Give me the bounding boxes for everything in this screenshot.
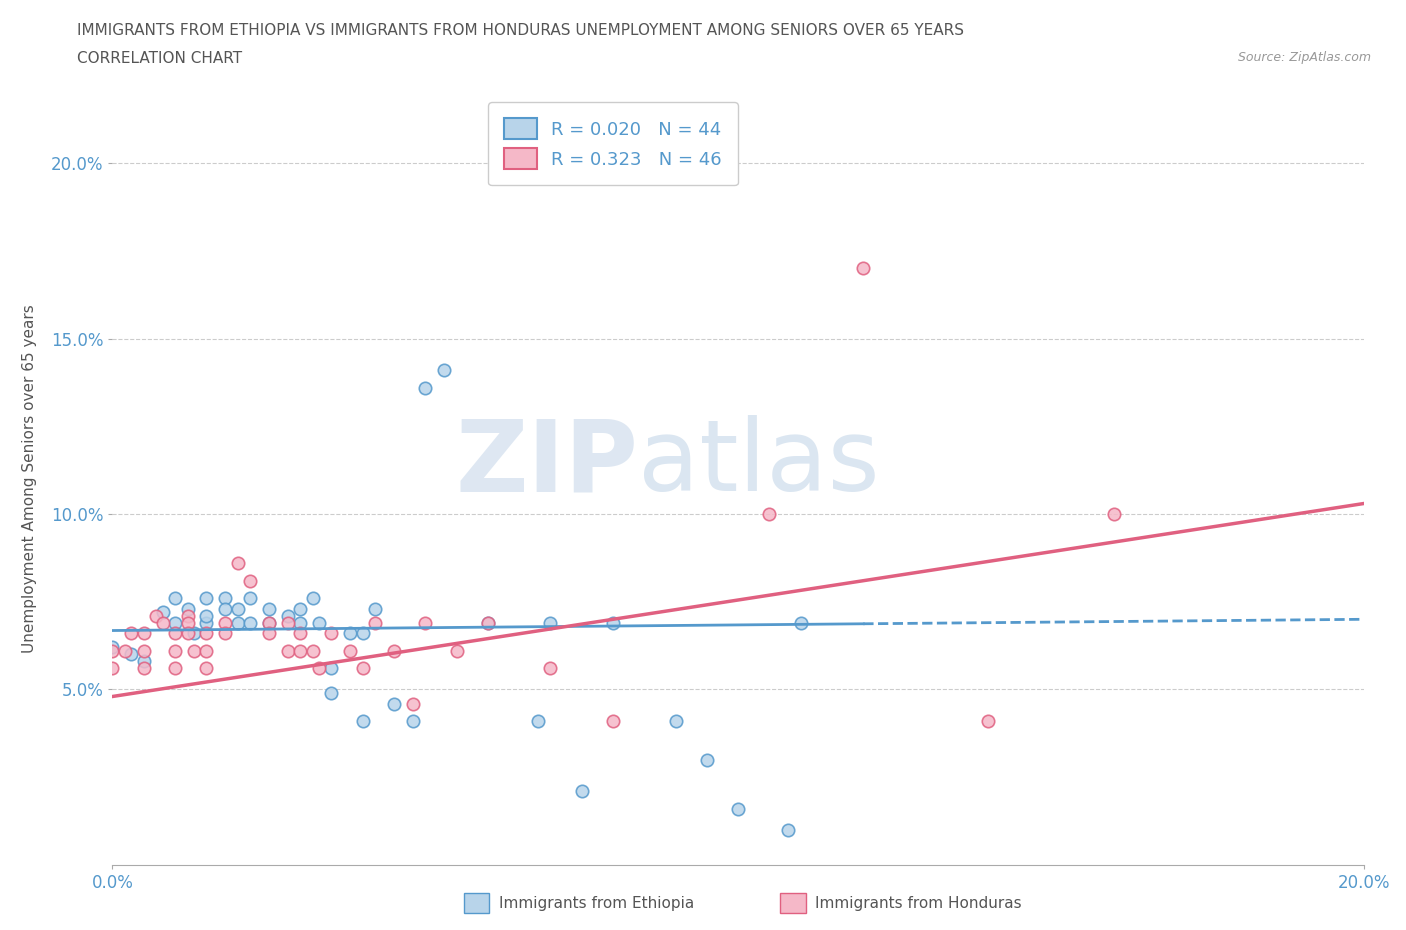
Point (790, 616, 813, 631)
Point (477, 616, 499, 631)
Point (477, 616, 499, 631)
Point (214, 591, 236, 605)
Point (778, 822, 800, 837)
Point (321, 661, 343, 676)
Point (308, 616, 330, 631)
Y-axis label: Unemployment Among Seniors over 65 years: Unemployment Among Seniors over 65 years (22, 305, 37, 654)
Point (540, 661, 562, 676)
Point (195, 644, 218, 658)
Point (120, 647, 142, 662)
Point (364, 616, 387, 631)
Point (415, 380, 437, 395)
Point (290, 616, 312, 631)
Point (226, 556, 249, 571)
Point (214, 616, 236, 631)
Point (352, 661, 374, 676)
Point (257, 616, 280, 631)
Point (352, 626, 374, 641)
Point (664, 713, 686, 728)
Point (382, 696, 405, 711)
Point (101, 661, 124, 676)
Point (163, 616, 186, 631)
Text: ZIP: ZIP (456, 415, 638, 512)
Legend: R = 0.020   N = 44, R = 0.323   N = 46: R = 0.020 N = 44, R = 0.323 N = 46 (488, 102, 738, 185)
Text: Immigrants from Honduras: Immigrants from Honduras (815, 897, 1022, 911)
Point (214, 626, 236, 641)
Text: Source: ZipAtlas.com: Source: ZipAtlas.com (1237, 51, 1371, 64)
Point (727, 802, 749, 817)
Point (163, 661, 186, 676)
Point (1102, 507, 1125, 522)
Point (176, 608, 198, 623)
Text: IMMIGRANTS FROM ETHIOPIA VS IMMIGRANTS FROM HONDURAS UNEMPLOYMENT AMONG SENIORS : IMMIGRANTS FROM ETHIOPIA VS IMMIGRANTS F… (77, 23, 965, 38)
Point (339, 644, 361, 658)
Point (239, 616, 262, 631)
Point (446, 644, 468, 658)
Point (852, 261, 875, 276)
Point (382, 644, 405, 658)
Point (239, 573, 262, 588)
Point (152, 604, 174, 619)
Text: atlas: atlas (638, 415, 880, 512)
Point (195, 626, 218, 641)
Point (214, 602, 236, 617)
Point (195, 608, 218, 623)
Point (540, 616, 562, 631)
Point (277, 616, 299, 631)
Point (101, 640, 124, 655)
Point (308, 661, 330, 676)
Point (301, 644, 323, 658)
Point (114, 644, 136, 658)
Point (152, 616, 174, 631)
Point (145, 608, 167, 623)
Point (183, 626, 205, 641)
Point (571, 784, 593, 799)
Point (226, 616, 249, 631)
Text: Immigrants from Ethiopia: Immigrants from Ethiopia (499, 897, 695, 911)
Point (433, 363, 456, 378)
Point (183, 644, 205, 658)
Point (352, 713, 374, 728)
Point (257, 616, 280, 631)
Point (321, 685, 343, 700)
Point (195, 661, 218, 676)
Point (132, 654, 155, 669)
Point (277, 608, 299, 623)
Point (239, 591, 262, 605)
Point (120, 626, 142, 641)
Point (176, 626, 198, 641)
Point (402, 713, 425, 728)
Point (195, 591, 218, 605)
Point (602, 713, 624, 728)
Point (277, 644, 299, 658)
Point (290, 602, 312, 617)
Point (163, 591, 186, 605)
Point (696, 752, 718, 767)
Point (132, 626, 155, 641)
Point (301, 591, 323, 605)
Point (364, 602, 387, 617)
Point (339, 626, 361, 641)
Point (321, 626, 343, 641)
Point (163, 644, 186, 658)
Point (415, 616, 437, 631)
Point (163, 626, 186, 641)
Point (527, 713, 550, 728)
Point (758, 507, 780, 522)
Point (195, 616, 218, 631)
Point (176, 616, 198, 631)
Point (290, 644, 312, 658)
Text: CORRELATION CHART: CORRELATION CHART (77, 51, 242, 66)
Point (132, 661, 155, 676)
Point (226, 602, 249, 617)
Point (602, 616, 624, 631)
Point (101, 644, 124, 658)
Point (176, 602, 198, 617)
Point (257, 626, 280, 641)
Point (132, 644, 155, 658)
Point (257, 602, 280, 617)
Point (977, 713, 1000, 728)
Point (402, 696, 425, 711)
Point (290, 626, 312, 641)
